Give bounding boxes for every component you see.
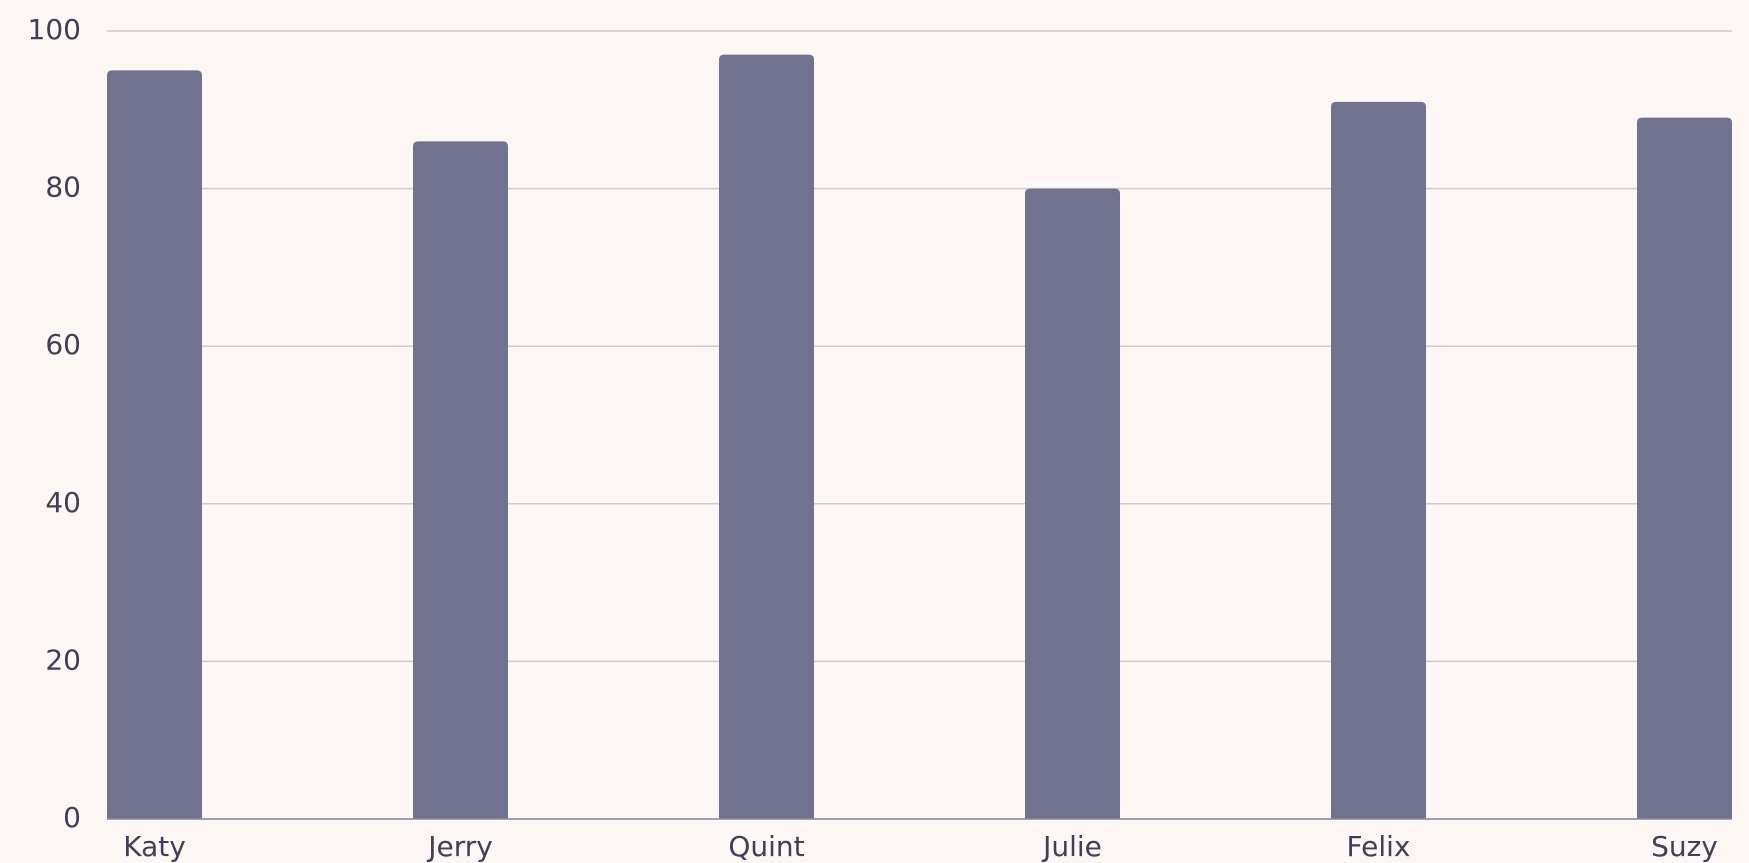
x-tick-label: Quint <box>728 830 804 863</box>
bar <box>1637 117 1732 820</box>
y-tick-label: 40 <box>45 486 81 519</box>
bar <box>413 141 508 819</box>
x-tick-label: Suzy <box>1651 830 1718 863</box>
y-tick-label: 100 <box>28 13 81 46</box>
bar <box>107 70 202 819</box>
x-tick-label: Jerry <box>426 830 493 863</box>
y-tick-label: 0 <box>63 801 81 834</box>
y-tick-label: 20 <box>45 643 81 676</box>
y-tick-label: 80 <box>45 171 81 204</box>
x-tick-label: Katy <box>123 830 186 863</box>
bar <box>1331 101 1426 820</box>
x-tick-label: Julie <box>1041 830 1102 863</box>
y-tick-label: 60 <box>45 328 81 361</box>
bar <box>1025 188 1120 820</box>
bar <box>719 54 814 819</box>
x-tick-label: Felix <box>1347 830 1411 863</box>
